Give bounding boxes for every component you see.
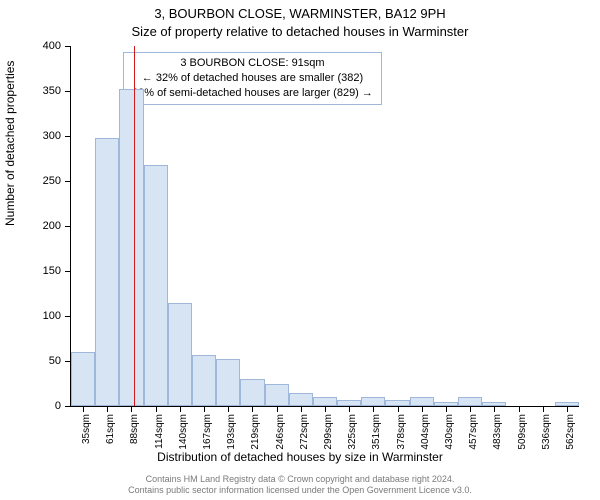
bar <box>240 379 264 406</box>
x-tick-mark <box>519 406 520 412</box>
bar <box>192 355 216 406</box>
x-tick-label: 299sqm <box>323 414 334 450</box>
x-tick-label: 351sqm <box>371 414 382 450</box>
y-tick-label: 250 <box>43 175 71 187</box>
x-tick-label: 114sqm <box>154 414 165 449</box>
x-tick-label: 325sqm <box>347 414 358 450</box>
bar <box>313 397 337 406</box>
annotation-line2: ← 32% of detached houses are smaller (38… <box>132 71 373 86</box>
annotation-box: 3 BOURBON CLOSE: 91sqm ← 32% of detached… <box>123 52 382 105</box>
x-tick-mark <box>204 406 205 412</box>
x-tick-label: 430sqm <box>444 414 455 450</box>
bar <box>361 397 385 406</box>
y-tick-label: 150 <box>43 265 71 277</box>
y-tick-label: 50 <box>49 355 71 367</box>
bar <box>410 397 434 406</box>
x-tick-mark <box>277 406 278 412</box>
x-tick-mark <box>398 406 399 412</box>
y-axis-label: Number of detached properties <box>3 61 17 226</box>
bar <box>95 138 119 406</box>
chart-title-line2: Size of property relative to detached ho… <box>0 24 600 39</box>
footer-line1: Contains HM Land Registry data © Crown c… <box>0 474 600 485</box>
x-tick-mark <box>83 406 84 412</box>
x-tick-label: 483sqm <box>492 414 503 450</box>
x-tick-label: 246sqm <box>275 414 286 450</box>
x-tick-label: 378sqm <box>396 414 407 450</box>
bar <box>265 384 289 407</box>
bar <box>168 303 192 407</box>
x-tick-label: 167sqm <box>202 414 213 450</box>
bar <box>119 89 143 406</box>
x-tick-mark <box>349 406 350 412</box>
y-tick-label: 200 <box>43 220 71 232</box>
x-tick-label: 272sqm <box>299 414 310 450</box>
plot-area: 3 BOURBON CLOSE: 91sqm ← 32% of detached… <box>70 46 579 407</box>
x-tick-label: 88sqm <box>129 414 140 444</box>
x-tick-label: 404sqm <box>420 414 431 450</box>
x-tick-mark <box>422 406 423 412</box>
y-tick-label: 400 <box>43 40 71 52</box>
x-tick-mark <box>156 406 157 412</box>
x-tick-mark <box>131 406 132 412</box>
bar <box>71 352 95 406</box>
chart-title-line1: 3, BOURBON CLOSE, WARMINSTER, BA12 9PH <box>0 6 600 21</box>
x-tick-mark <box>470 406 471 412</box>
reference-line <box>134 46 135 406</box>
x-tick-label: 509sqm <box>517 414 528 450</box>
y-tick-label: 350 <box>43 85 71 97</box>
bar <box>458 397 482 406</box>
bar <box>289 393 313 407</box>
y-tick-label: 300 <box>43 130 71 142</box>
x-tick-mark <box>446 406 447 412</box>
y-tick-label: 100 <box>43 310 71 322</box>
y-tick-label: 0 <box>55 400 71 412</box>
chart-container: 3, BOURBON CLOSE, WARMINSTER, BA12 9PH S… <box>0 0 600 500</box>
x-tick-mark <box>228 406 229 412</box>
x-tick-mark <box>494 406 495 412</box>
x-tick-mark <box>301 406 302 412</box>
x-tick-mark <box>373 406 374 412</box>
footer-line2: Contains public sector information licen… <box>0 485 600 496</box>
x-tick-mark <box>325 406 326 412</box>
x-tick-label: 219sqm <box>250 414 261 450</box>
x-tick-label: 562sqm <box>565 414 576 450</box>
x-tick-label: 193sqm <box>226 414 237 450</box>
x-tick-mark <box>107 406 108 412</box>
x-tick-mark <box>543 406 544 412</box>
annotation-line3: 68% of semi-detached houses are larger (… <box>132 86 373 101</box>
bar <box>216 359 240 406</box>
x-tick-label: 536sqm <box>541 414 552 450</box>
x-axis-label: Distribution of detached houses by size … <box>0 450 600 464</box>
x-tick-mark <box>180 406 181 412</box>
x-tick-mark <box>567 406 568 412</box>
x-tick-label: 35sqm <box>81 414 92 444</box>
x-tick-label: 140sqm <box>178 414 189 450</box>
footer-attribution: Contains HM Land Registry data © Crown c… <box>0 474 600 497</box>
x-tick-label: 61sqm <box>105 414 116 444</box>
annotation-line1: 3 BOURBON CLOSE: 91sqm <box>132 56 373 71</box>
x-tick-mark <box>252 406 253 412</box>
x-tick-label: 457sqm <box>468 414 479 450</box>
bar <box>144 165 168 406</box>
